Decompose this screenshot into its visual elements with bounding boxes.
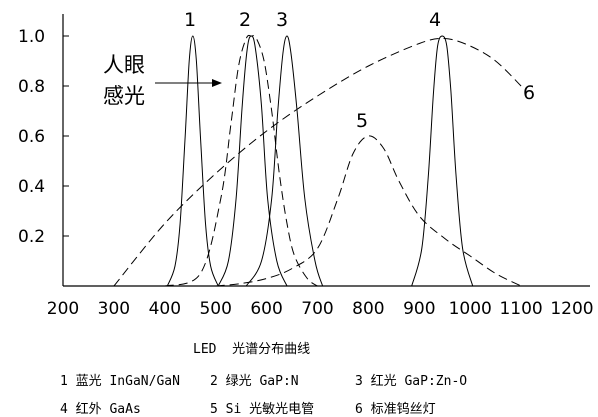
- x-tick-label: 1200: [550, 299, 593, 319]
- series-line-eye-sensitivity: [164, 34, 318, 287]
- y-tick-label: 0.8: [18, 77, 45, 97]
- x-tick-label: 900: [403, 299, 435, 319]
- chart-caption: LED 光谱分布曲线: [193, 342, 311, 357]
- curves: [113, 34, 522, 287]
- series-line-1: [166, 35, 219, 287]
- y-tick-label: 0.2: [18, 227, 45, 247]
- x-tick-label: 200: [47, 299, 79, 319]
- curve-label-1: 1: [184, 9, 196, 31]
- eye-sensitivity-label-line2: 感光: [103, 84, 145, 108]
- y-tick-label: 0.4: [18, 177, 45, 197]
- series-line-5: [215, 135, 522, 287]
- annotation-arrow-head: [212, 79, 222, 87]
- axes: 0.2 0.4 0.6 0.8 1.0 200 300 400 500 600 700 800 900 1…: [18, 14, 594, 319]
- legend-item-1: 1 蓝光 InGaN/GaN: [60, 374, 180, 389]
- x-tick-label: 1100: [499, 299, 542, 319]
- eye-sensitivity-label-line1: 人眼: [103, 53, 145, 77]
- legend-item-5: 5 Si 光敏光电管: [210, 402, 315, 417]
- x-tick-label: 800: [352, 299, 384, 319]
- series-line-2: [217, 35, 288, 287]
- x-tick-label: 1000: [449, 299, 492, 319]
- curve-label-4: 4: [429, 9, 441, 31]
- x-tick-label: 600: [250, 299, 282, 319]
- curve-label-2: 2: [239, 9, 251, 31]
- series-line-4: [411, 35, 474, 287]
- x-tick-label: 400: [149, 299, 181, 319]
- x-tick-label: 500: [199, 299, 231, 319]
- curve-label-6: 6: [523, 82, 535, 104]
- x-tick-label: 300: [98, 299, 130, 319]
- legend-item-3: 3 红光 GaP:Zn-O: [355, 374, 468, 389]
- curve-label-3: 3: [276, 9, 288, 31]
- curve-label-5: 5: [356, 110, 368, 132]
- y-tick-label: 0.6: [18, 127, 45, 147]
- x-tick-label: 700: [301, 299, 333, 319]
- series-line-3: [245, 35, 324, 287]
- series-line-6: [113, 37, 522, 287]
- legend-item-2: 2 绿光 GaP:N: [210, 374, 299, 389]
- legend-item-6: 6 标准钨丝灯: [355, 402, 436, 417]
- y-tick-label: 1.0: [18, 27, 45, 47]
- legend-item-4: 4 红外 GaAs: [60, 402, 141, 417]
